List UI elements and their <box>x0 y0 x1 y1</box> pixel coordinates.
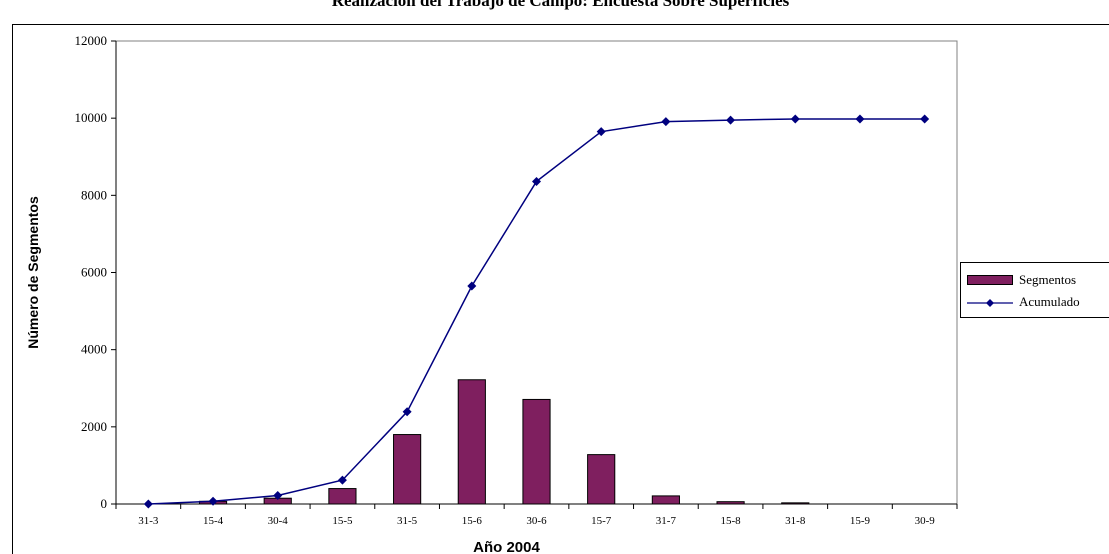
y-tick-label: 10000 <box>75 110 108 125</box>
y-tick-label: 8000 <box>81 187 107 202</box>
legend-swatch-segmentos <box>967 275 1013 285</box>
x-tick-label: 15-6 <box>462 515 483 527</box>
x-tick-label: 15-9 <box>850 515 871 527</box>
bar-segmentos <box>393 434 422 505</box>
point-acumulado <box>920 114 930 124</box>
legend-label-acumulado: Acumulado <box>1019 294 1080 309</box>
bar-segmentos <box>651 495 680 505</box>
y-tick-label: 6000 <box>81 265 107 280</box>
y-tick-label: 2000 <box>81 419 107 434</box>
legend-item-acumulado: Acumulado <box>967 292 1080 312</box>
bar-segmentos <box>781 502 810 505</box>
point-acumulado <box>467 281 477 291</box>
point-acumulado <box>855 114 865 124</box>
y-axis-title: Número de Segmentos <box>25 196 41 349</box>
y-tick-label: 4000 <box>81 342 107 357</box>
point-acumulado <box>532 176 541 186</box>
point-acumulado <box>402 407 412 417</box>
point-acumulado <box>337 475 347 485</box>
x-tick-label: 15-5 <box>332 515 353 527</box>
point-acumulado <box>208 496 218 506</box>
x-tick-label: 30-4 <box>268 515 289 527</box>
x-tick-label: 15-7 <box>591 515 612 527</box>
bar-segmentos <box>522 398 551 505</box>
x-tick-label: 31-3 <box>138 515 159 527</box>
x-tick-label: 31-7 <box>656 515 677 527</box>
chart-frame <box>12 24 1109 554</box>
legend-label-segmentos: Segmentos <box>1019 272 1077 287</box>
bar-segmentos <box>716 501 745 505</box>
point-acumulado <box>596 127 606 137</box>
point-acumulado <box>273 491 283 501</box>
y-tick-label: 0 <box>101 496 108 511</box>
legend: Segmentos Acumulado <box>960 262 1109 318</box>
legend-swatch-acumulado <box>967 296 1013 308</box>
x-tick-label: 31-5 <box>397 515 418 527</box>
x-tick-label: 31-8 <box>785 515 806 527</box>
chart-title: Realización del Trabajo de Campo: Encues… <box>331 0 790 10</box>
legend-item-segmentos: Segmentos <box>967 270 1076 290</box>
x-tick-label: 30-9 <box>915 515 936 527</box>
bar-segmentos <box>587 454 616 505</box>
bar-segmentos <box>328 488 357 505</box>
point-acumulado <box>143 499 153 509</box>
x-tick-label: 15-8 <box>720 515 741 527</box>
y-tick-label: 12000 <box>75 33 108 48</box>
bar-segmentos <box>457 379 486 505</box>
x-tick-label: 15-4 <box>203 515 224 527</box>
x-axis-title: Año 2004 <box>473 539 540 554</box>
x-tick-label: 30-6 <box>526 515 547 527</box>
point-acumulado <box>790 114 800 124</box>
point-acumulado <box>661 117 671 127</box>
point-acumulado <box>726 115 736 125</box>
